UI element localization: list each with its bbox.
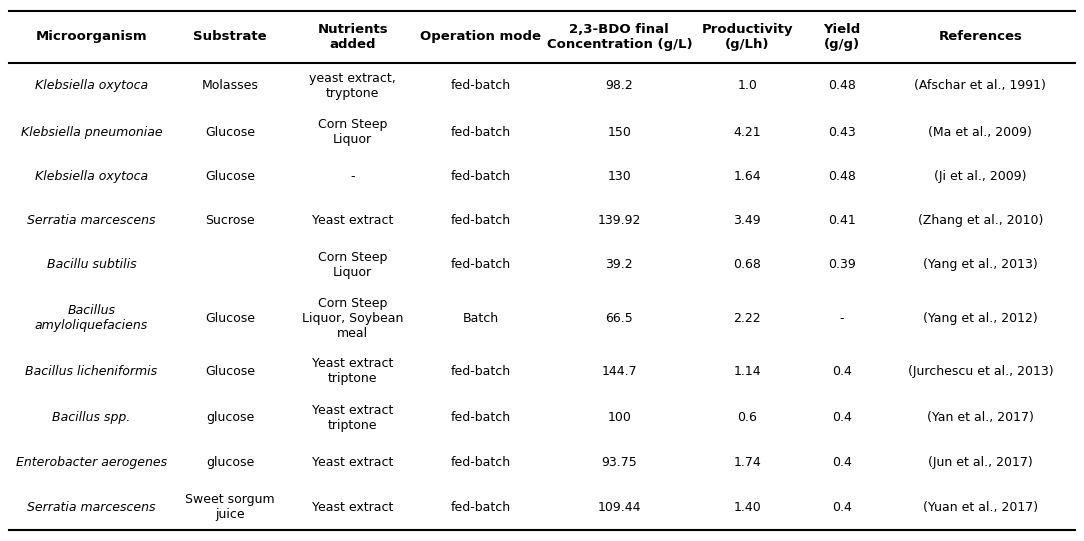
Text: Enterobacter aerogenes: Enterobacter aerogenes <box>16 456 167 469</box>
Text: 109.44: 109.44 <box>597 500 641 513</box>
Text: 139.92: 139.92 <box>597 214 641 227</box>
Text: fed-batch: fed-batch <box>451 411 511 424</box>
Text: Bacillus spp.: Bacillus spp. <box>52 411 130 424</box>
Text: fed-batch: fed-batch <box>451 170 511 183</box>
Text: fed-batch: fed-batch <box>451 365 511 378</box>
Text: glucose: glucose <box>206 411 254 424</box>
Text: Yeast extract
triptone: Yeast extract triptone <box>312 404 393 432</box>
Text: (Ma et al., 2009): (Ma et al., 2009) <box>929 126 1032 138</box>
Text: Yeast extract: Yeast extract <box>312 500 393 513</box>
Text: Yield
(g/g): Yield (g/g) <box>823 23 861 51</box>
Text: (Afschar et al., 1991): (Afschar et al., 1991) <box>915 80 1046 93</box>
Text: Nutrients
added: Nutrients added <box>318 23 388 51</box>
Text: 2,3-BDO final
Concentration (g/L): 2,3-BDO final Concentration (g/L) <box>546 23 693 51</box>
Text: 144.7: 144.7 <box>602 365 637 378</box>
Text: 0.4: 0.4 <box>831 456 852 469</box>
Text: 1.74: 1.74 <box>734 456 761 469</box>
Text: glucose: glucose <box>206 456 254 469</box>
Text: Operation mode: Operation mode <box>421 30 541 43</box>
Text: 1.0: 1.0 <box>737 80 758 93</box>
Text: 1.40: 1.40 <box>734 500 761 513</box>
Text: Glucose: Glucose <box>205 170 255 183</box>
Text: Bacillus licheniformis: Bacillus licheniformis <box>25 365 157 378</box>
Text: (Jurchescu et al., 2013): (Jurchescu et al., 2013) <box>907 365 1054 378</box>
Text: 150: 150 <box>607 126 631 138</box>
Text: 0.39: 0.39 <box>828 259 855 272</box>
Text: Serratia marcescens: Serratia marcescens <box>27 214 156 227</box>
Text: Bacillu subtilis: Bacillu subtilis <box>47 259 137 272</box>
Text: 0.41: 0.41 <box>828 214 855 227</box>
Text: 66.5: 66.5 <box>606 312 633 325</box>
Text: Corn Steep
Liquor, Soybean
meal: Corn Steep Liquor, Soybean meal <box>302 296 403 340</box>
Text: Sweet sorgum
juice: Sweet sorgum juice <box>185 493 275 521</box>
Text: (Ji et al., 2009): (Ji et al., 2009) <box>934 170 1027 183</box>
Text: Yeast extract: Yeast extract <box>312 456 393 469</box>
Text: Productivity
(g/Lh): Productivity (g/Lh) <box>701 23 793 51</box>
Text: Molasses: Molasses <box>202 80 258 93</box>
Text: Serratia marcescens: Serratia marcescens <box>27 500 156 513</box>
Text: Glucose: Glucose <box>205 126 255 138</box>
Text: 0.48: 0.48 <box>828 170 855 183</box>
Text: 93.75: 93.75 <box>602 456 637 469</box>
Text: fed-batch: fed-batch <box>451 500 511 513</box>
Text: Sucrose: Sucrose <box>205 214 255 227</box>
Text: 0.48: 0.48 <box>828 80 855 93</box>
Text: 39.2: 39.2 <box>606 259 633 272</box>
Text: Microorganism: Microorganism <box>36 30 147 43</box>
Text: (Jun et al., 2017): (Jun et al., 2017) <box>928 456 1033 469</box>
Text: Batch: Batch <box>463 312 499 325</box>
Text: 98.2: 98.2 <box>606 80 633 93</box>
Text: Klebsiella oxytoca: Klebsiella oxytoca <box>35 170 147 183</box>
Text: fed-batch: fed-batch <box>451 456 511 469</box>
Text: fed-batch: fed-batch <box>451 126 511 138</box>
Text: 0.4: 0.4 <box>831 365 852 378</box>
Text: 3.49: 3.49 <box>734 214 761 227</box>
Text: Yeast extract: Yeast extract <box>312 214 393 227</box>
Text: Corn Steep
Liquor: Corn Steep Liquor <box>318 118 387 146</box>
Text: 0.43: 0.43 <box>828 126 855 138</box>
Text: fed-batch: fed-batch <box>451 80 511 93</box>
Text: 0.68: 0.68 <box>734 259 761 272</box>
Text: 130: 130 <box>607 170 631 183</box>
Text: (Yuan et al., 2017): (Yuan et al., 2017) <box>922 500 1038 513</box>
Text: (Yan et al., 2017): (Yan et al., 2017) <box>927 411 1034 424</box>
Text: 1.14: 1.14 <box>734 365 761 378</box>
Text: fed-batch: fed-batch <box>451 214 511 227</box>
Text: -: - <box>839 312 844 325</box>
Text: (Yang et al., 2012): (Yang et al., 2012) <box>922 312 1037 325</box>
Text: 1.64: 1.64 <box>734 170 761 183</box>
Text: yeast extract,
tryptone: yeast extract, tryptone <box>309 72 396 100</box>
Text: Klebsiella oxytoca: Klebsiella oxytoca <box>35 80 147 93</box>
Text: (Zhang et al., 2010): (Zhang et al., 2010) <box>918 214 1043 227</box>
Text: Yeast extract
triptone: Yeast extract triptone <box>312 357 393 385</box>
Text: Bacillus
amyloliquefaciens: Bacillus amyloliquefaciens <box>35 304 147 332</box>
Text: 2.22: 2.22 <box>734 312 761 325</box>
Text: 100: 100 <box>607 411 631 424</box>
Text: (Yang et al., 2013): (Yang et al., 2013) <box>922 259 1037 272</box>
Text: 0.4: 0.4 <box>831 411 852 424</box>
Text: 0.6: 0.6 <box>737 411 758 424</box>
Text: Corn Steep
Liquor: Corn Steep Liquor <box>318 251 387 279</box>
Text: Glucose: Glucose <box>205 312 255 325</box>
Text: 4.21: 4.21 <box>734 126 761 138</box>
Text: 0.4: 0.4 <box>831 500 852 513</box>
Text: Substrate: Substrate <box>193 30 267 43</box>
Text: -: - <box>350 170 354 183</box>
Text: References: References <box>939 30 1022 43</box>
Text: Glucose: Glucose <box>205 365 255 378</box>
Text: fed-batch: fed-batch <box>451 259 511 272</box>
Text: Klebsiella pneumoniae: Klebsiella pneumoniae <box>21 126 163 138</box>
